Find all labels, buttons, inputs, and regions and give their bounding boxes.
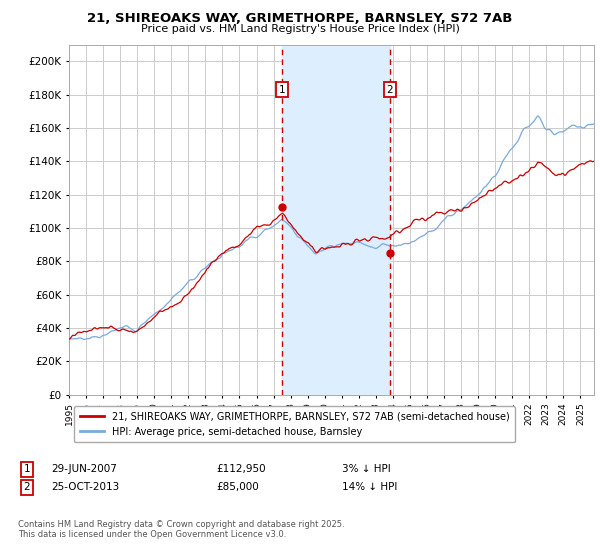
Text: 2: 2 bbox=[386, 85, 393, 95]
Text: £85,000: £85,000 bbox=[216, 482, 259, 492]
Text: 21, SHIREOAKS WAY, GRIMETHORPE, BARNSLEY, S72 7AB: 21, SHIREOAKS WAY, GRIMETHORPE, BARNSLEY… bbox=[88, 12, 512, 25]
Text: 29-JUN-2007: 29-JUN-2007 bbox=[51, 464, 117, 474]
Text: 1: 1 bbox=[23, 464, 31, 474]
Text: 25-OCT-2013: 25-OCT-2013 bbox=[51, 482, 119, 492]
Legend: 21, SHIREOAKS WAY, GRIMETHORPE, BARNSLEY, S72 7AB (semi-detached house), HPI: Av: 21, SHIREOAKS WAY, GRIMETHORPE, BARNSLEY… bbox=[74, 406, 515, 442]
Text: 14% ↓ HPI: 14% ↓ HPI bbox=[342, 482, 397, 492]
Text: 2: 2 bbox=[23, 482, 31, 492]
Text: 1: 1 bbox=[278, 85, 285, 95]
Text: £112,950: £112,950 bbox=[216, 464, 266, 474]
Bar bbox=[282, 45, 389, 395]
Text: 3% ↓ HPI: 3% ↓ HPI bbox=[342, 464, 391, 474]
Text: Price paid vs. HM Land Registry's House Price Index (HPI): Price paid vs. HM Land Registry's House … bbox=[140, 24, 460, 34]
Text: Contains HM Land Registry data © Crown copyright and database right 2025.
This d: Contains HM Land Registry data © Crown c… bbox=[18, 520, 344, 539]
